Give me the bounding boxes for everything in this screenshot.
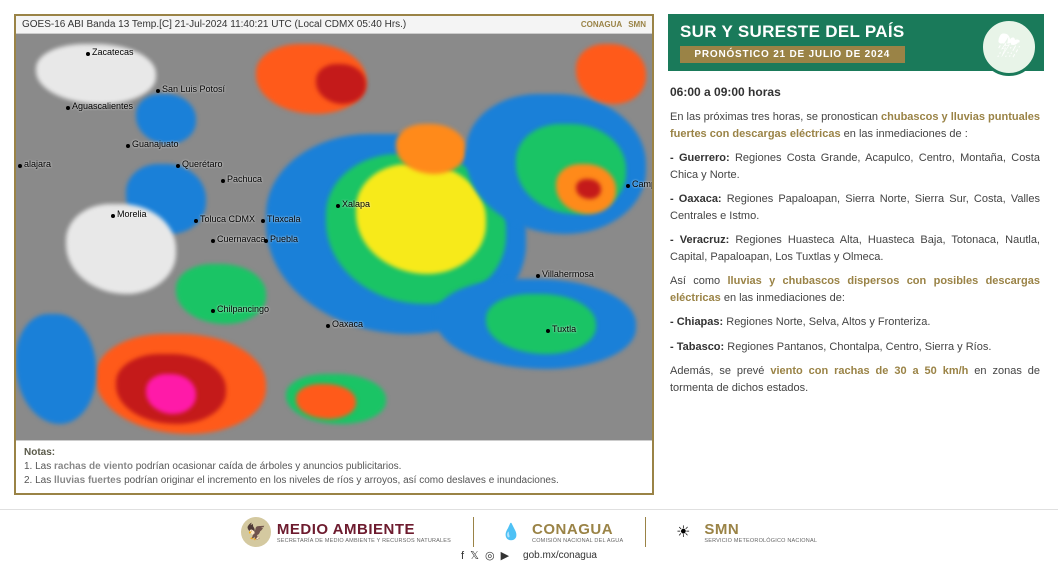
logo-divider (645, 517, 646, 547)
city-dot (221, 179, 225, 183)
city-dot (176, 164, 180, 168)
forecast-date: PRONÓSTICO 21 DE JULIO DE 2024 (680, 46, 905, 63)
cloud-blob (176, 264, 266, 324)
city-label: Tuxtla (552, 324, 576, 334)
social-icon[interactable]: ◎ (485, 550, 495, 562)
forecast-paragraph: - Tabasco: Regiones Pantanos, Chontalpa,… (670, 339, 1040, 356)
note-1: 1. Las rachas de viento podrían ocasiona… (24, 460, 644, 474)
logo-mark-icon: ☀ (668, 517, 698, 547)
logo-tagline: SERVICIO METEOROLÓGICO NACIONAL (704, 538, 817, 544)
footer-social: f𝕏 ◎ ▶ gob.mx/conagua (0, 549, 1058, 562)
main-content: GOES-16 ABI Banda 13 Temp.[C] 21-Jul-202… (0, 0, 1058, 509)
city-label: Puebla (270, 234, 298, 244)
city-dot (18, 164, 22, 168)
logo-name: MEDIO AMBIENTE (277, 521, 451, 538)
city-label: Toluca CDMX (200, 214, 255, 224)
satellite-map: Zacatecas San Luis Potosí Aguascalientes Gu… (16, 34, 652, 440)
conagua-minilogo: CONAGUA (581, 20, 622, 29)
city-dot (546, 329, 550, 333)
city-dot (336, 204, 340, 208)
forecast-paragraph: - Veracruz: Regiones Huasteca Alta, Huas… (670, 232, 1040, 265)
forecast-paragraph: - Oaxaca: Regiones Papaloapan, Sierra No… (670, 191, 1040, 224)
city-dot (126, 144, 130, 148)
social-icons: f𝕏 ◎ ▶ (461, 549, 515, 562)
city-label: Villahermosa (542, 269, 594, 279)
cloud-blob (136, 94, 196, 144)
city-dot (211, 239, 215, 243)
city-label: alajara (24, 159, 51, 169)
forecast-paragraph: En las próximas tres horas, se pronostic… (670, 109, 1040, 142)
city-label: Pachuca (227, 174, 262, 184)
city-dot (536, 274, 540, 278)
city-label: Morelia (117, 209, 147, 219)
forecast-paragraph: Así como lluvias y chubascos dispersos c… (670, 273, 1040, 306)
note-2: 2. Las lluvias fuertes podrían originar … (24, 474, 644, 488)
city-dot (264, 239, 268, 243)
social-icon[interactable]: ▶ (501, 550, 509, 562)
map-title-text: GOES-16 ABI Banda 13 Temp.[C] 21-Jul-202… (22, 19, 406, 30)
logo-divider (473, 517, 474, 547)
logo-name: CONAGUA (532, 521, 623, 538)
logo-tagline: COMISIÓN NACIONAL DEL AGUA (532, 538, 623, 544)
logo-mark-icon: 💧 (496, 517, 526, 547)
city-dot (326, 324, 330, 328)
cloud-blob (16, 314, 96, 424)
city-label: Querétaro (182, 159, 223, 169)
city-dot (194, 219, 198, 223)
cloud-blob (576, 179, 601, 199)
social-handle: gob.mx/conagua (523, 550, 597, 561)
logo-tagline: SECRETARÍA DE MEDIO AMBIENTE Y RECURSOS … (277, 538, 451, 544)
city-dot (156, 89, 160, 93)
city-dot (261, 219, 265, 223)
satellite-map-panel: GOES-16 ABI Banda 13 Temp.[C] 21-Jul-202… (14, 14, 654, 495)
region-title: SUR Y SURESTE DEL PAÍS (680, 22, 905, 42)
city-dot (111, 214, 115, 218)
city-label: Guanajuato (132, 139, 179, 149)
logo-mark-icon: 🦅 (241, 517, 271, 547)
footer: 🦅 MEDIO AMBIENTESECRETARÍA DE MEDIO AMBIE… (0, 509, 1058, 567)
city-label: Chilpancingo (217, 304, 269, 314)
storm-icon: ⛈ (980, 18, 1038, 76)
logo-name: SMN (704, 521, 817, 538)
forecast-header: SUR Y SURESTE DEL PAÍS PRONÓSTICO 21 DE … (668, 14, 1044, 71)
city-dot (626, 184, 630, 188)
forecast-panel: SUR Y SURESTE DEL PAÍS PRONÓSTICO 21 DE … (668, 14, 1044, 495)
city-label: Camp (632, 179, 652, 189)
city-label: Xalapa (342, 199, 370, 209)
city-label: Cuernavaca (217, 234, 266, 244)
social-icon[interactable]: f (461, 550, 464, 562)
smn-minilogo: SMN (628, 20, 646, 29)
forecast-paragraph: Además, se prevé viento con rachas de 30… (670, 363, 1040, 396)
header-text-group: SUR Y SURESTE DEL PAÍS PRONÓSTICO 21 DE … (680, 22, 905, 63)
notes-heading: Notas: (24, 447, 644, 458)
city-label: San Luis Potosí (162, 84, 225, 94)
forecast-text: 06:00 a 09:00 horas En las próximas tres… (668, 71, 1044, 408)
weather-bulletin: GOES-16 ABI Banda 13 Temp.[C] 21-Jul-202… (0, 0, 1058, 567)
map-title-bar: GOES-16 ABI Banda 13 Temp.[C] 21-Jul-202… (16, 16, 652, 34)
agency-logo: 💧 CONAGUACOMISIÓN NACIONAL DEL AGUA (496, 517, 623, 547)
city-label: Zacatecas (92, 47, 134, 57)
social-icon[interactable]: 𝕏 (470, 550, 479, 562)
map-notes: Notas: 1. Las rachas de viento podrían o… (16, 440, 652, 493)
city-dot (86, 52, 90, 56)
agency-logo: ☀ SMNSERVICIO METEOROLÓGICO NACIONAL (668, 517, 817, 547)
city-label: Aguascalientes (72, 101, 133, 111)
forecast-paragraph: - Guerrero: Regiones Costa Grande, Acapu… (670, 150, 1040, 183)
forecast-paragraph: - Chiapas: Regiones Norte, Selva, Altos … (670, 314, 1040, 331)
time-range: 06:00 a 09:00 horas (670, 83, 1040, 101)
city-label: Oaxaca (332, 319, 363, 329)
agency-logo: 🦅 MEDIO AMBIENTESECRETARÍA DE MEDIO AMBIE… (241, 517, 451, 547)
cloud-blob (576, 44, 646, 104)
map-title-logos: CONAGUA SMN (581, 20, 646, 29)
city-dot (211, 309, 215, 313)
footer-logos: 🦅 MEDIO AMBIENTESECRETARÍA DE MEDIO AMBIE… (0, 515, 1058, 547)
city-dot (66, 106, 70, 110)
city-label: Tlaxcala (267, 214, 301, 224)
